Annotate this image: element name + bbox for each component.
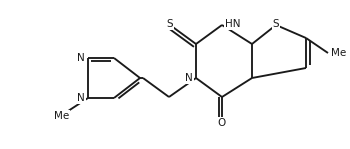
Text: O: O (218, 118, 226, 128)
Text: S: S (167, 19, 173, 29)
Text: Me: Me (331, 48, 346, 58)
Text: N: N (185, 73, 193, 83)
Text: Me: Me (54, 111, 70, 121)
Text: S: S (273, 19, 279, 29)
Text: N: N (77, 93, 85, 103)
Text: HN: HN (225, 19, 240, 29)
Text: N: N (77, 53, 85, 63)
